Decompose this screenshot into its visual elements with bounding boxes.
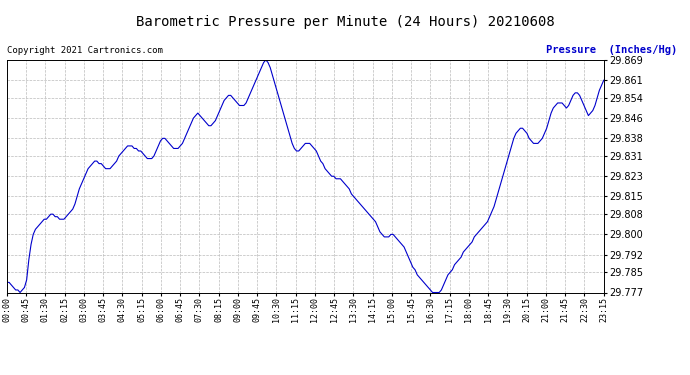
Text: Copyright 2021 Cartronics.com: Copyright 2021 Cartronics.com xyxy=(7,46,163,56)
Text: Barometric Pressure per Minute (24 Hours) 20210608: Barometric Pressure per Minute (24 Hours… xyxy=(136,15,554,29)
Text: Pressure  (Inches/Hg): Pressure (Inches/Hg) xyxy=(546,45,677,56)
